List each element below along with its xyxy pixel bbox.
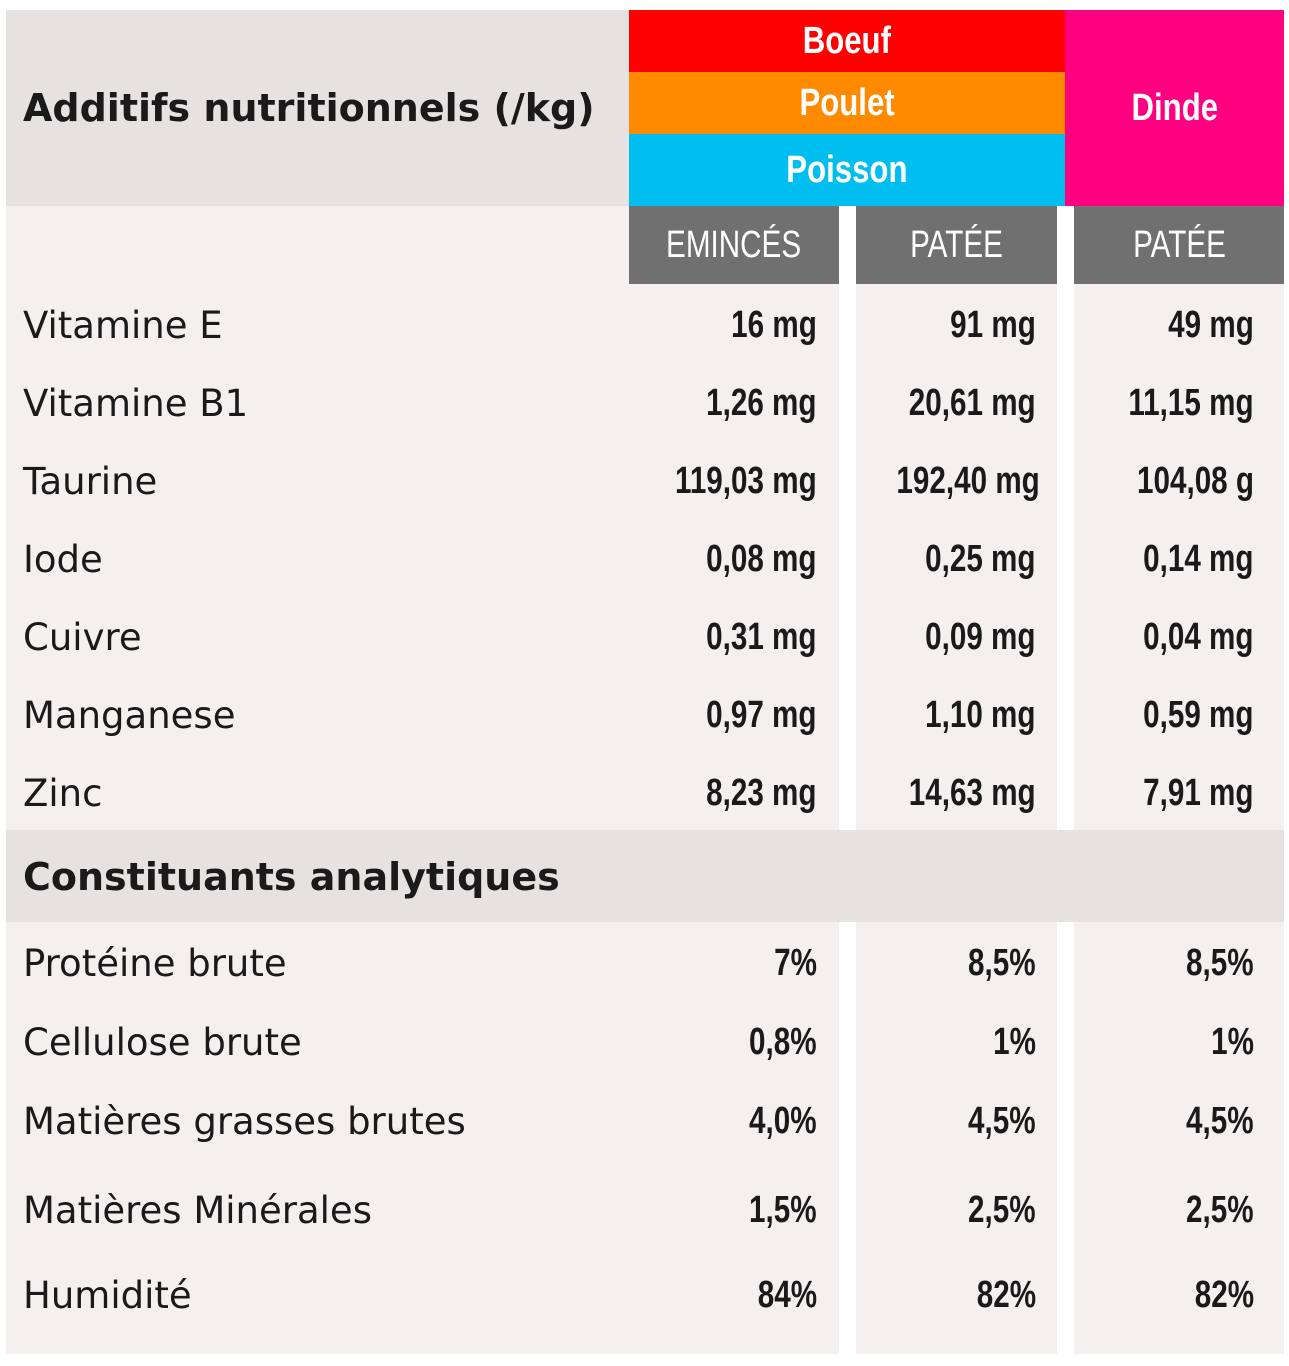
row-label: Protéine brute <box>23 942 287 985</box>
cell-value: 1,10 mg <box>925 694 1036 736</box>
row-label: Cellulose brute <box>23 1021 302 1064</box>
cell-value: 8,5% <box>968 942 1036 984</box>
cell-value: 8,23 mg <box>706 772 817 814</box>
cell-value: 0,09 mg <box>925 616 1036 658</box>
cell-value: 14,63 mg <box>909 772 1036 814</box>
cell-value: 0,04 mg <box>1143 616 1254 658</box>
category-dinde: Dinde <box>1065 10 1284 206</box>
cell-value: 0,8% <box>749 1021 817 1063</box>
row-label: Vitamine B1 <box>23 382 249 425</box>
cell-value: 8,5% <box>1186 942 1254 984</box>
cell-value: 82% <box>1194 1274 1254 1316</box>
section-title: Constituants analytiques <box>23 855 560 899</box>
row-label: Manganese <box>23 694 236 737</box>
cell-value: 1% <box>993 1021 1036 1063</box>
cell-value: 4,5% <box>968 1100 1036 1142</box>
row-label: Matières grasses brutes <box>23 1100 466 1143</box>
header-band <box>6 10 629 206</box>
cell-value: 49 mg <box>1168 304 1254 346</box>
cell-value: 0,97 mg <box>706 694 817 736</box>
column-header-patee-2: PATÉE <box>1074 206 1284 284</box>
table-title: Additifs nutritionnels (/kg) <box>23 86 595 130</box>
column-panel-patee-1 <box>856 206 1057 1354</box>
cell-value: 1,5% <box>749 1189 817 1231</box>
row-label: Iode <box>23 538 103 581</box>
column-panel-patee-2 <box>1074 206 1284 1354</box>
category-boeuf-label: Boeuf <box>802 19 892 62</box>
row-label: Cuivre <box>23 616 142 659</box>
column-header-patee-1: PATÉE <box>856 206 1057 284</box>
cell-value: 82% <box>976 1274 1036 1316</box>
cell-value: 1% <box>1211 1021 1254 1063</box>
category-poisson-label: Poisson <box>786 148 908 191</box>
row-label: Vitamine E <box>23 304 223 347</box>
cell-value: 2,5% <box>1186 1189 1254 1231</box>
cell-value: 0,59 mg <box>1143 694 1254 736</box>
cell-value: 119,03 mg <box>675 460 817 502</box>
cell-value: 192,40 mg <box>896 460 1040 502</box>
cell-value: 2,5% <box>968 1189 1036 1231</box>
label-column-panel <box>6 206 629 1354</box>
column-panel-emincés <box>629 206 839 1354</box>
cell-value: 4,5% <box>1186 1100 1254 1142</box>
row-label: Zinc <box>23 772 103 815</box>
cell-value: 84% <box>757 1274 817 1316</box>
category-dinde-label: Dinde <box>1131 86 1218 129</box>
category-boeuf: Boeuf <box>629 10 1065 72</box>
row-label: Matières Minérales <box>23 1189 372 1232</box>
row-label: Taurine <box>23 460 158 503</box>
cell-value: 0,31 mg <box>706 616 817 658</box>
category-poisson: Poisson <box>629 134 1065 206</box>
cell-value: 16 mg <box>731 304 817 346</box>
category-poulet: Poulet <box>629 72 1065 134</box>
section-band <box>6 830 1284 922</box>
cell-value: 0,08 mg <box>706 538 817 580</box>
column-header-emincés: EMINCÉS <box>629 206 839 284</box>
cell-value: 11,15 mg <box>1128 382 1254 424</box>
category-poulet-label: Poulet <box>799 81 895 124</box>
cell-value: 0,25 mg <box>925 538 1036 580</box>
cell-value: 91 mg <box>950 304 1036 346</box>
cell-value: 7,91 mg <box>1143 772 1254 814</box>
cell-value: 20,61 mg <box>909 382 1036 424</box>
cell-value: 1,26 mg <box>706 382 817 424</box>
cell-value: 0,14 mg <box>1143 538 1254 580</box>
cell-value: 104,08 g <box>1137 460 1254 502</box>
row-label: Humidité <box>23 1274 192 1317</box>
cell-value: 4,0% <box>749 1100 817 1142</box>
cell-value: 7% <box>774 942 817 984</box>
